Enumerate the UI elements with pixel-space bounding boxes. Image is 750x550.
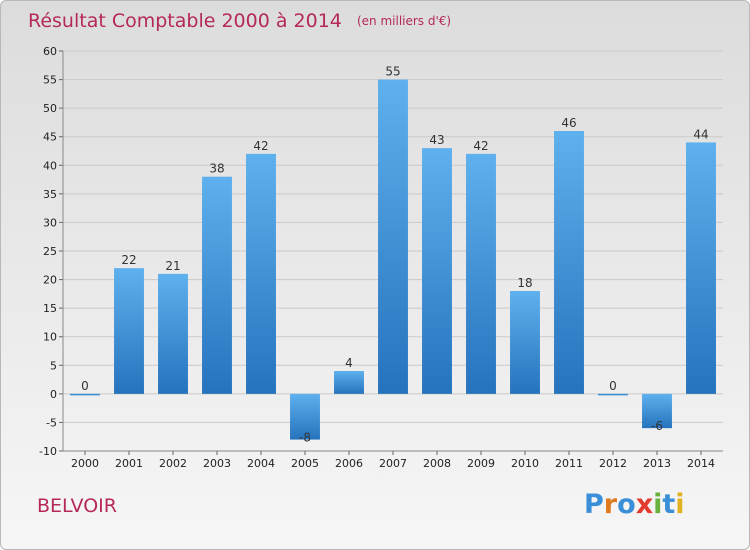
x-tick-label: 2012 xyxy=(599,457,627,470)
bar-2009 xyxy=(466,153,496,394)
x-tick-label: 2010 xyxy=(511,457,539,470)
y-tick-label: 10 xyxy=(43,331,57,344)
x-tick-label: 2001 xyxy=(115,457,143,470)
y-tick-label: 25 xyxy=(43,245,57,258)
x-tick-label: 2008 xyxy=(423,457,451,470)
bar-2012 xyxy=(598,393,628,396)
x-tick-label: 2009 xyxy=(467,457,495,470)
y-tick-label: 20 xyxy=(43,274,57,287)
bar-2007 xyxy=(378,79,408,394)
bar-2010 xyxy=(510,291,540,394)
data-label-2008: 43 xyxy=(429,133,444,147)
x-tick-label: 2004 xyxy=(247,457,275,470)
x-tick-label: 2002 xyxy=(159,457,187,470)
bar-2004 xyxy=(246,153,276,394)
y-tick-label: -5 xyxy=(46,416,57,429)
bar-2005 xyxy=(290,393,320,440)
bar-2014 xyxy=(686,142,716,394)
y-tick-label: 40 xyxy=(43,159,57,172)
logo-letter: t xyxy=(662,489,676,520)
bar-2008 xyxy=(422,148,452,394)
chart-title-main: Résultat Comptable 2000 à 2014 xyxy=(28,10,342,32)
bar-2013 xyxy=(642,393,672,429)
bar-2011 xyxy=(554,131,584,394)
place-name: BELVOIR xyxy=(37,495,117,517)
x-tick-label: 2007 xyxy=(379,457,407,470)
data-label-2005: -8 xyxy=(299,431,311,445)
chart-title: Résultat Comptable 2000 à 2014 (en milli… xyxy=(28,10,451,32)
y-tick-label: 50 xyxy=(43,102,57,115)
data-labels: 0 22 21 38 42 -8 4 55 43 42 18 46 0 -6 44 xyxy=(81,65,708,445)
bar-2006 xyxy=(334,371,364,394)
data-label-2014: 44 xyxy=(693,127,708,141)
data-label-2004: 42 xyxy=(253,139,268,153)
logo-letter: x xyxy=(635,489,654,520)
data-label-2012: 0 xyxy=(609,379,617,393)
y-tick-label: 35 xyxy=(43,188,57,201)
proxiti-logo: Proxiti xyxy=(584,489,685,520)
y-tick-label: 15 xyxy=(43,302,57,315)
data-label-2010: 18 xyxy=(517,276,532,290)
data-label-2009: 42 xyxy=(473,139,488,153)
logo-letter: i xyxy=(675,489,685,520)
bars xyxy=(70,79,716,440)
x-tick-labels: 2000 2001 2002 2003 2004 2005 2006 2007 2008 2009… xyxy=(71,451,715,470)
bar-2001 xyxy=(114,268,144,394)
logo-letter: o xyxy=(617,489,636,520)
logo-letter: P xyxy=(584,489,604,520)
data-label-2006: 4 xyxy=(345,356,353,370)
data-label-2003: 38 xyxy=(209,162,224,176)
data-label-2011: 46 xyxy=(561,116,576,130)
chart-title-unit: (en milliers d'€) xyxy=(357,14,451,28)
data-label-2001: 22 xyxy=(121,253,136,267)
logo-letter: i xyxy=(653,489,663,520)
bar-2002 xyxy=(158,273,188,394)
bar-2000 xyxy=(70,393,100,396)
data-label-2007: 55 xyxy=(385,65,400,79)
logo-letter: r xyxy=(603,489,618,520)
bar-2003 xyxy=(202,176,232,394)
data-label-2013: -6 xyxy=(651,419,663,433)
y-tick-label: 5 xyxy=(50,359,57,372)
x-tick-label: 2000 xyxy=(71,457,99,470)
x-tick-label: 2014 xyxy=(687,457,715,470)
y-tick-label: -10 xyxy=(39,445,57,458)
y-tick-labels: -10 -5 0 5 10 15 20 25 30 35 40 45 50 55 60 xyxy=(39,45,57,458)
y-tick-label: 30 xyxy=(43,216,57,229)
x-tick-label: 2006 xyxy=(335,457,363,470)
x-tick-label: 2013 xyxy=(643,457,671,470)
x-tick-label: 2003 xyxy=(203,457,231,470)
y-tick-label: 0 xyxy=(50,388,57,401)
y-tick-label: 55 xyxy=(43,74,57,87)
data-label-2002: 21 xyxy=(165,259,180,273)
data-label-2000: 0 xyxy=(81,379,89,393)
x-tick-label: 2005 xyxy=(291,457,319,470)
y-tick-label: 45 xyxy=(43,131,57,144)
y-tick-label: 60 xyxy=(43,45,57,58)
x-tick-label: 2011 xyxy=(555,457,583,470)
